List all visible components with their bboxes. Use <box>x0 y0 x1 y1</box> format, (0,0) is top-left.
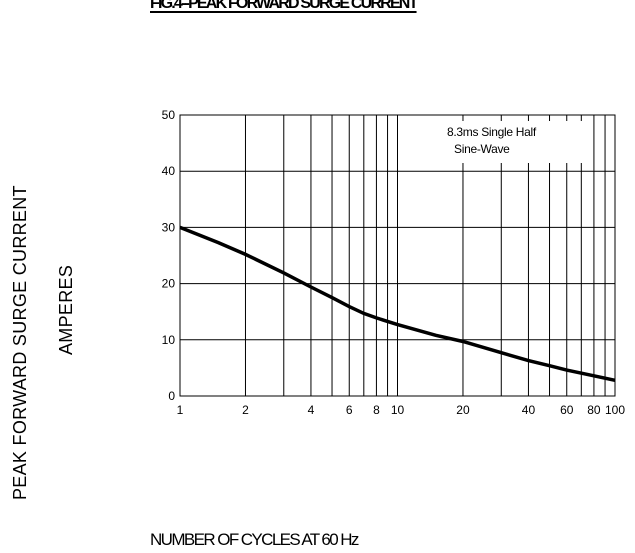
chart-title: FIG.4--PEAK FORWARD SURGE CURRENT <box>150 0 600 16</box>
y-tick-label: 30 <box>162 220 176 234</box>
x-tick-label: 4 <box>308 403 315 417</box>
annotation-line-2: Sine-Wave <box>454 142 510 156</box>
y-tick-label: 20 <box>162 277 176 291</box>
y-tick-label: 50 <box>162 108 176 122</box>
y-tick-labels: 0 10 20 30 40 50 <box>162 108 176 403</box>
y-axis-label: PEAK FORWARD SURGE CURRENT AMPERES <box>10 185 76 500</box>
y-tick-label: 0 <box>168 389 175 403</box>
x-tick-label: 8 <box>373 403 380 417</box>
y-tick-label: 40 <box>162 164 176 178</box>
x-tick-label: 60 <box>560 403 574 417</box>
x-tick-label: 100 <box>605 403 625 417</box>
x-tick-label: 80 <box>587 403 601 417</box>
x-tick-label: 2 <box>242 403 249 417</box>
x-tick-label: 20 <box>456 403 470 417</box>
x-tick-label: 6 <box>346 403 353 417</box>
x-tick-labels: 1 2 4 6 8 10 20 40 60 80 100 <box>177 403 626 417</box>
y-tick-label: 10 <box>162 333 176 347</box>
surge-current-curve <box>179 225 616 383</box>
x-tick-label: 10 <box>391 403 405 417</box>
chart-title-text: FIG.4--PEAK FORWARD SURGE CURRENT <box>150 0 418 12</box>
y-axis-label-line-2: AMPERES <box>56 265 76 355</box>
annotation-line-1: 8.3ms Single Half <box>447 125 537 139</box>
annotation-box <box>445 121 585 163</box>
y-axis-label-line-1: PEAK FORWARD SURGE CURRENT <box>10 185 30 500</box>
x-axis-label: NUMBER OF CYCLES AT 60 Hz <box>150 530 359 549</box>
x-tick-label: 1 <box>177 403 184 417</box>
x-tick-label: 40 <box>522 403 536 417</box>
